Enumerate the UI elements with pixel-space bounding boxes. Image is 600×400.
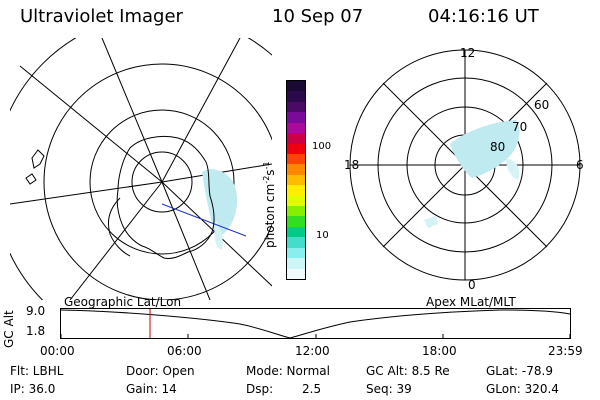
meridian-line [19, 65, 163, 183]
altitude-xtick: 00:00 [40, 344, 75, 358]
mlat-label-80: 80 [490, 140, 506, 154]
filter-field: Flt: LBHL [10, 364, 64, 378]
colorbar-segment [287, 258, 305, 270]
colorbar-segment [287, 143, 305, 155]
gc-alt-field: GC Alt: 8.5 Re [366, 364, 450, 378]
mode-field: Mode: Normal [246, 364, 330, 378]
colorbar-segment [287, 206, 305, 217]
colorbar-segment [287, 91, 305, 103]
colorbar-segment [287, 164, 305, 176]
colorbar-segment [287, 195, 305, 207]
colorbar-segment [287, 133, 305, 144]
lat-circle [43, 63, 272, 300]
colorbar-segment [287, 185, 305, 197]
dsp-value: 2.5 [302, 382, 322, 396]
colorbar-tick: 100 [312, 141, 332, 152]
colorbar-segment [287, 81, 305, 92]
mlt-label-6: 6 [576, 158, 584, 172]
meridian-line [69, 181, 163, 300]
colorbar-segment [287, 237, 305, 249]
mlat-label-70: 70 [512, 120, 528, 134]
mlt-label-12: 12 [460, 46, 476, 60]
mlat-label-60: 60 [534, 98, 550, 112]
continent-outline [116, 135, 215, 259]
altitude-ytick: 9.0 [26, 304, 46, 318]
colorbar-segment [287, 268, 305, 279]
colorbar-segment [287, 112, 305, 124]
coastline [25, 149, 45, 185]
instrument-title: Ultraviolet Imager [20, 6, 183, 27]
colorbar-unit-label: photon cm-2s-1 [262, 161, 277, 248]
meridian-line [10, 181, 163, 205]
lat-circle [131, 151, 193, 213]
altitude-ytick: 1.8 [26, 324, 46, 338]
lat-circle [89, 109, 235, 255]
header-time: 04:16:16 UT [428, 6, 539, 27]
colorbar-tick: 10 [316, 230, 329, 241]
door-field: Door: Open [126, 364, 195, 378]
geographic-map [10, 38, 272, 300]
colorbar-segment [287, 247, 305, 259]
magnetic-meridian [161, 203, 247, 237]
meridian-line [161, 181, 211, 300]
altitude-ylabel: GC Alt [2, 310, 16, 348]
gain-field: Gain: 14 [126, 382, 177, 396]
altitude-plot-frame [60, 308, 571, 339]
colorbar [286, 80, 306, 280]
colorbar-segment [287, 153, 305, 165]
ip-field: IP: 36.0 [10, 382, 56, 396]
mlt-label-18: 18 [344, 158, 360, 172]
apex-title: Apex MLat/MLT [426, 295, 516, 309]
aurora-oval [424, 120, 520, 228]
coastline [107, 197, 131, 257]
altitude-xtick: 12:00 [295, 344, 330, 358]
header-date: 10 Sep 07 [272, 6, 364, 27]
mlt-label-0: 0 [468, 278, 476, 292]
glat-field: GLat: -78.9 [486, 364, 553, 378]
dsp-label: Dsp: [246, 382, 274, 396]
meridian-line [101, 38, 163, 183]
altitude-xtick: 18:00 [422, 344, 457, 358]
colorbar-segment [287, 122, 305, 134]
altitude-plot [60, 308, 571, 339]
altitude-xtick: 06:00 [167, 344, 202, 358]
altitude-curve [60, 309, 571, 339]
meridian-line [161, 38, 241, 183]
seq-field: Seq: 39 [366, 382, 412, 396]
geographic-title: Geographic Lat/Lon [64, 295, 182, 309]
colorbar-segment [287, 174, 305, 186]
polar-mlt-plot [349, 49, 581, 281]
aurora-emission [202, 169, 238, 250]
colorbar-segment [287, 216, 305, 228]
colorbar-segment [287, 226, 305, 238]
glon-field: GLon: 320.4 [486, 382, 559, 396]
altitude-xtick: 23:59 [548, 344, 583, 358]
colorbar-segment [287, 101, 305, 113]
